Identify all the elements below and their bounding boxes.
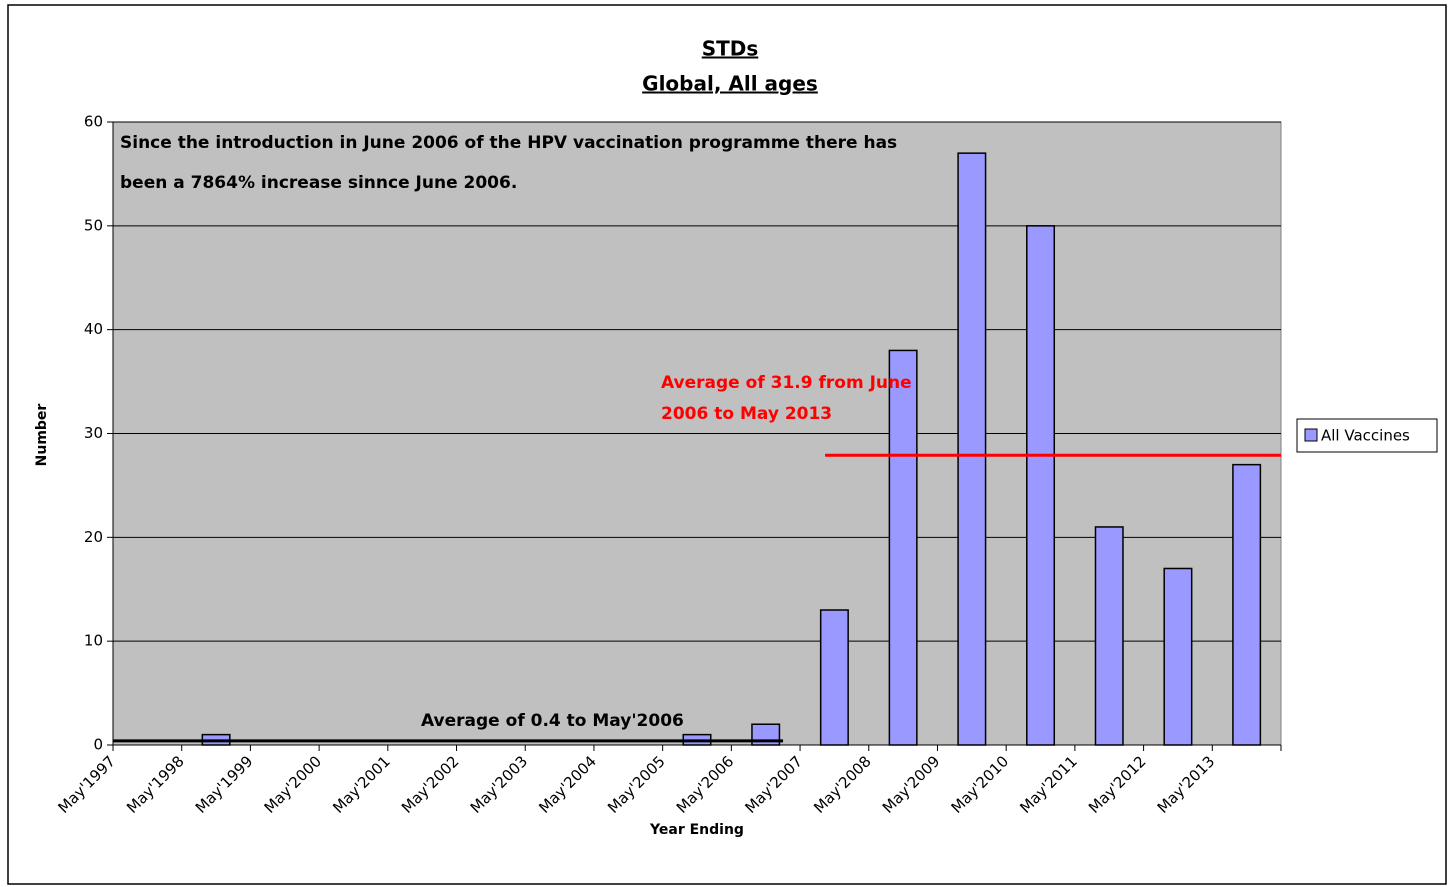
y-tick-label: 20 [84, 528, 103, 546]
chart-title: STDs [702, 37, 759, 61]
y-axis-label: Number [34, 404, 50, 467]
annotation: Average of 31.9 from June [661, 373, 912, 393]
legend-box [1296, 418, 1438, 453]
annotation: been a 7864% increase sinnce June 2006. [120, 173, 517, 193]
bar [1163, 567, 1193, 746]
y-tick-label: 0 [93, 736, 103, 754]
legend-swatch [1304, 428, 1318, 442]
y-tick-label: 30 [84, 424, 103, 442]
bar [1026, 225, 1056, 746]
y-tick-label: 40 [84, 320, 103, 338]
plot-area [112, 121, 1282, 746]
bar [819, 609, 849, 746]
y-tick-label: 50 [84, 216, 103, 234]
annotation: Since the introduction in June 2006 of t… [120, 133, 897, 153]
legend-label: All Vaccines [1321, 427, 1410, 445]
annotation: 2006 to May 2013 [661, 404, 832, 424]
bar [1094, 526, 1124, 746]
bar [1232, 463, 1262, 746]
x-axis-label: Year Ending [649, 822, 744, 838]
bar [957, 152, 987, 746]
y-tick-label: 10 [84, 632, 103, 650]
annotation: Average of 0.4 to May'2006 [421, 711, 684, 731]
chart-subtitle: Global, All ages [642, 72, 818, 96]
bar [888, 349, 918, 746]
y-tick-label: 60 [84, 113, 103, 131]
